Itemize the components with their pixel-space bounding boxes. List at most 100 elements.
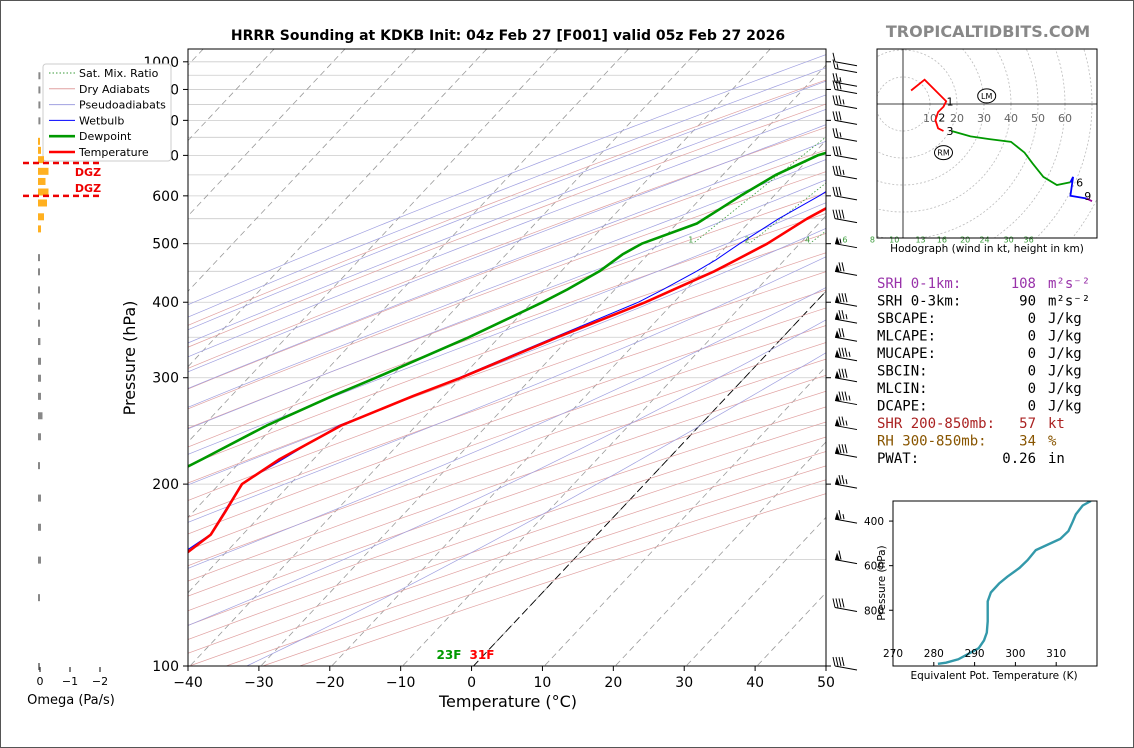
mixing-ratio-label: 13 bbox=[915, 236, 925, 245]
isotherm bbox=[188, 49, 558, 443]
storm-motion-label: RM bbox=[937, 149, 950, 158]
barb-pennant bbox=[835, 418, 840, 427]
index-unit: kt bbox=[1048, 416, 1065, 432]
wind-barb bbox=[834, 310, 858, 324]
omega-bar bbox=[38, 523, 41, 531]
index-unit: J/kg bbox=[1048, 364, 1082, 380]
x-tick-label: 30 bbox=[675, 675, 693, 691]
isotherm bbox=[188, 49, 417, 292]
y-tick-label: 600 bbox=[152, 189, 179, 205]
dry-adiabat bbox=[188, 325, 826, 551]
barb-flag bbox=[841, 209, 845, 219]
barb-flag bbox=[832, 146, 836, 156]
legend-entry: Dry Adiabats bbox=[79, 83, 150, 96]
hodo-frame bbox=[876, 48, 1098, 239]
chart-title: HRRR Sounding at KDKB Init: 04z Feb 27 [… bbox=[231, 28, 785, 44]
index-label: MLCIN: bbox=[877, 381, 928, 397]
barb-half-flag bbox=[845, 420, 848, 426]
legend-entry: Temperature bbox=[78, 146, 149, 159]
y-tick-label: 200 bbox=[152, 477, 179, 493]
y-tick-label: 300 bbox=[152, 371, 179, 387]
barb-flag bbox=[835, 128, 839, 138]
dry-adiabat bbox=[188, 436, 826, 654]
hodo-trace bbox=[1086, 197, 1093, 203]
theta-y-tick-label: 600 bbox=[864, 561, 884, 573]
index-row: MLCIN: 0 J/kg bbox=[877, 381, 1082, 397]
omega-tick-label: 0 bbox=[37, 675, 44, 688]
y-tick-label: 100 bbox=[152, 659, 179, 675]
index-row: SBCAPE: 0 J/kg bbox=[877, 311, 1082, 327]
barb-flag bbox=[838, 347, 842, 357]
dry-adiabat bbox=[188, 271, 826, 501]
surface-dewpoint-label: 23F bbox=[437, 648, 462, 662]
dry-adiabat bbox=[188, 342, 826, 567]
hodo-height-label: 6 bbox=[1076, 176, 1083, 189]
barb-flag bbox=[835, 598, 839, 608]
omega-bar bbox=[38, 594, 40, 602]
barb-shaft bbox=[834, 88, 858, 94]
barb-flag bbox=[832, 656, 836, 667]
index-value: 0 bbox=[1028, 329, 1036, 345]
barb-flag bbox=[841, 475, 845, 485]
wind-barb bbox=[834, 347, 858, 362]
barb-flag bbox=[838, 262, 842, 272]
wind-barb bbox=[832, 209, 858, 224]
wind-barb bbox=[834, 444, 858, 458]
x-tick-label: 0 bbox=[467, 675, 476, 691]
wind-barb bbox=[834, 328, 858, 342]
barb-pennant bbox=[835, 370, 840, 379]
index-unit: in bbox=[1048, 451, 1065, 467]
skewt-plot-area bbox=[188, 49, 1133, 666]
index-row: RH 300-850mb: 34% bbox=[877, 434, 1057, 450]
legend: Sat. Mix. Ratio Dry Adiabats Pseudoadiabat… bbox=[42, 63, 172, 162]
barb-flag bbox=[838, 165, 842, 175]
theta-frame bbox=[892, 500, 1098, 667]
y-tick-label: 400 bbox=[152, 295, 179, 311]
barb-shaft bbox=[834, 103, 858, 109]
wind-barb bbox=[834, 550, 858, 565]
hodo-height-label: 3 bbox=[947, 125, 954, 138]
hodo-ring-label: 30 bbox=[977, 112, 991, 125]
theta-y-axis-label: Pressure (hPa) bbox=[876, 545, 888, 620]
index-value: 0 bbox=[1028, 381, 1036, 397]
index-row: MUCAPE: 0 J/kg bbox=[877, 346, 1082, 362]
hodo-ring-label: 40 bbox=[1004, 112, 1018, 125]
wind-barb bbox=[834, 391, 858, 406]
theta-y-tick-label: 800 bbox=[864, 605, 884, 617]
omega-bar bbox=[38, 556, 41, 564]
mixing-ratio-label: 8 bbox=[870, 236, 875, 245]
isotherm bbox=[828, 49, 1133, 666]
barb-pennant bbox=[835, 512, 840, 521]
index-row: MLCAPE: 0 J/kg bbox=[877, 329, 1082, 345]
pseudoadiabat bbox=[188, 179, 826, 430]
x-tick-label: −30 bbox=[244, 675, 274, 691]
index-unit: J/kg bbox=[1048, 311, 1082, 327]
barb-pennant bbox=[835, 295, 840, 304]
barb-flag bbox=[832, 80, 836, 90]
barb-flag bbox=[841, 416, 845, 426]
barb-flag bbox=[841, 444, 845, 454]
theta-x-tick-label: 310 bbox=[1046, 648, 1066, 660]
pseudoadiabat bbox=[188, 124, 826, 373]
isotherm bbox=[614, 441, 826, 666]
legend-entry: Wetbulb bbox=[79, 114, 124, 127]
omega-bar bbox=[38, 392, 41, 400]
wind-barb bbox=[832, 52, 858, 67]
omega-bar bbox=[38, 319, 40, 327]
barb-flag bbox=[838, 186, 842, 196]
barb-flag bbox=[841, 310, 845, 320]
omega-bar bbox=[38, 357, 41, 365]
surface-temperature-label: 31F bbox=[470, 648, 495, 662]
x-tick-label: −40 bbox=[173, 675, 203, 691]
y-axis-label: Pressure (hPa) bbox=[120, 301, 139, 416]
barb-flag bbox=[835, 95, 839, 105]
wind-barb bbox=[834, 368, 858, 383]
y-tick-label: 500 bbox=[152, 237, 179, 253]
barb-flag bbox=[841, 347, 845, 357]
x-tick-label: −20 bbox=[315, 675, 345, 691]
index-label: SRH 0-3km: bbox=[877, 294, 961, 310]
dry-adiabat bbox=[188, 213, 826, 448]
barb-flag bbox=[832, 52, 836, 62]
barb-half-flag bbox=[842, 169, 845, 175]
